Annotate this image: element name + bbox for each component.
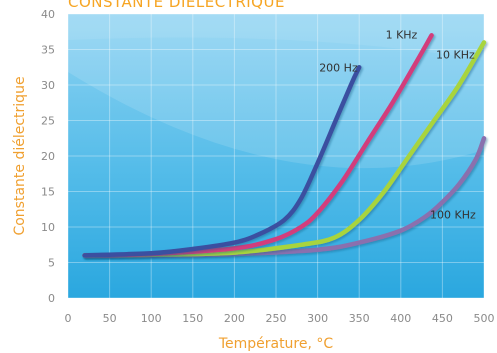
y-tick-label: 0 xyxy=(48,292,55,305)
y-tick-labels: 0 5 10 15 20 25 30 35 40 xyxy=(41,8,55,305)
y-tick-label: 15 xyxy=(41,186,55,199)
series-label-10-khz: 10 KHz xyxy=(436,48,475,61)
series-label-200-hz: 200 Hz xyxy=(319,61,358,74)
y-axis-title: Constante diélectrique xyxy=(12,76,28,235)
x-tick-label: 250 xyxy=(266,312,287,325)
x-tick-label: 50 xyxy=(103,312,117,325)
x-tick-label: 300 xyxy=(307,312,328,325)
x-axis-title: Température, °C xyxy=(218,336,334,352)
x-tick-label: 0 xyxy=(65,312,72,325)
series-line-10-khz xyxy=(82,40,487,258)
x-tick-labels: 0 50 100 150 200 250 300 350 400 450 500 xyxy=(65,312,495,325)
y-tick-label: 10 xyxy=(41,221,55,234)
series-label-1-khz: 1 KHz xyxy=(386,28,418,41)
plot-decoration xyxy=(68,14,484,169)
y-tick-label: 40 xyxy=(41,8,55,21)
x-tick-label: 150 xyxy=(182,312,203,325)
series-line-200-hz xyxy=(82,65,362,258)
x-tick-label: 400 xyxy=(390,312,411,325)
y-tick-label: 20 xyxy=(41,150,55,163)
series-labels: 200 Hz 1 KHz 10 KHz 100 KHz xyxy=(319,28,476,221)
series-label-100-khz: 100 KHz xyxy=(430,208,476,221)
x-tick-label: 200 xyxy=(224,312,245,325)
chart-title: CONSTANTE DIÉLECTRIQUE xyxy=(68,0,285,11)
x-tick-label: 100 xyxy=(141,312,162,325)
x-tick-label: 450 xyxy=(432,312,453,325)
y-tick-label: 35 xyxy=(41,44,55,57)
y-tick-label: 25 xyxy=(41,115,55,128)
x-tick-label: 500 xyxy=(474,312,495,325)
x-tick-label: 350 xyxy=(349,312,370,325)
series-lines xyxy=(82,33,487,258)
y-tick-label: 5 xyxy=(48,257,55,270)
series-line-1-khz xyxy=(82,33,434,258)
y-tick-label: 30 xyxy=(41,79,55,92)
